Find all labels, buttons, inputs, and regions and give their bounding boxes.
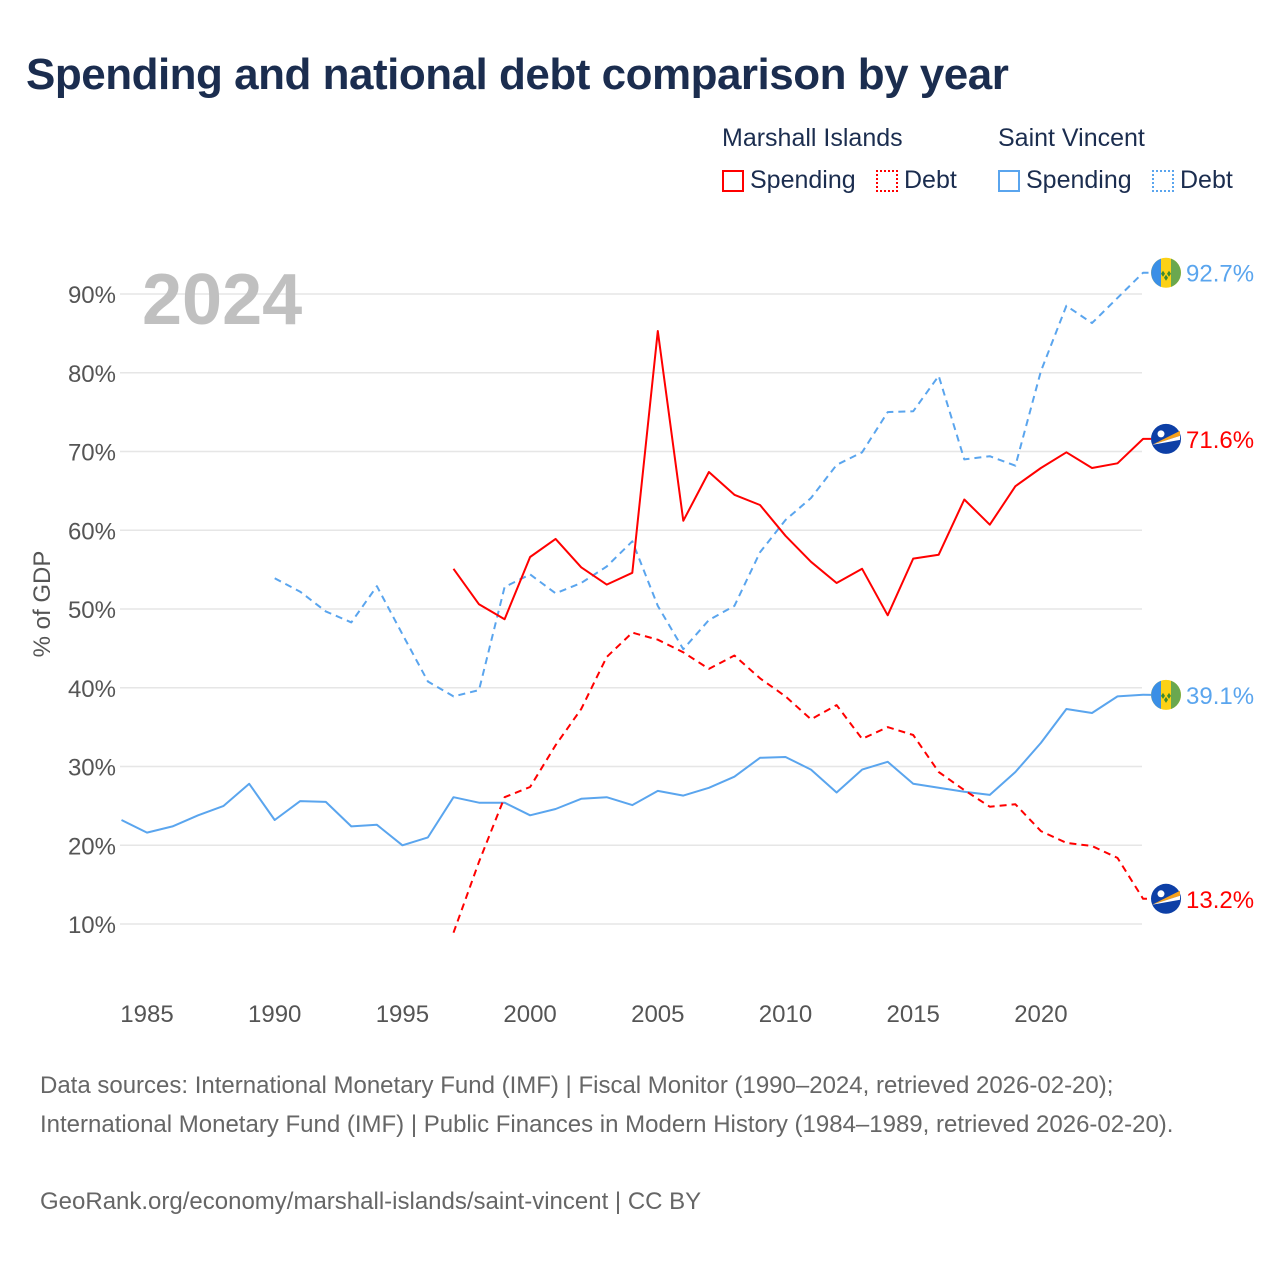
x-tick-label: 2000 [503, 1001, 556, 1028]
legend-item-mi-spending[interactable]: Spending [722, 166, 856, 195]
y-tick-label: 40% [68, 676, 116, 703]
legend-label: Debt [904, 166, 957, 194]
marshall-islands-flag-icon [1151, 423, 1181, 454]
saint-vincent-flag-icon [1151, 257, 1181, 288]
series-line [452, 631, 1152, 934]
y-tick-label: 20% [68, 833, 116, 860]
y-tick-label: 70% [68, 440, 116, 467]
x-tick-label: 1995 [376, 1001, 429, 1028]
end-value-label: 13.2% [1186, 887, 1254, 914]
legend-group-saint-vincent: Saint Vincent [998, 124, 1145, 152]
y-axis-label: % of GDP [29, 551, 56, 658]
legend-group-marshall-islands: Marshall Islands [722, 124, 903, 152]
x-tick-label: 1990 [248, 1001, 301, 1028]
saint-vincent-flag-icon [1151, 679, 1181, 710]
solid-swatch-icon [722, 169, 744, 192]
y-tick-label: 90% [68, 282, 116, 309]
line-chart: 10% 20% 30% 40% 50% 60% 70% 80% 90% 1985 1990 1995 2… [29, 257, 1254, 1028]
legend-label: Debt [1180, 166, 1233, 194]
legend-item-sv-spending[interactable]: Spending [998, 166, 1132, 195]
x-tick-label: 1985 [120, 1001, 173, 1028]
marshall-islands-flag-icon [1151, 883, 1181, 914]
x-tick-label: 2010 [759, 1001, 812, 1028]
x-tick-label: 2015 [887, 1001, 940, 1028]
series-line [452, 330, 1152, 621]
end-value-label: 71.6% [1186, 427, 1254, 454]
end-value-label: 39.1% [1186, 683, 1254, 710]
y-tick-label: 50% [68, 597, 116, 624]
solid-swatch-icon [998, 169, 1020, 192]
y-tick-label: 60% [68, 518, 116, 545]
legend-label: Spending [750, 166, 856, 194]
year-label: 2024 [142, 260, 302, 340]
data-sources: Data sources: International Monetary Fun… [40, 1072, 1174, 1138]
y-tick-label: 10% [68, 912, 116, 939]
series-line [121, 693, 1152, 847]
dotted-swatch-icon [1152, 169, 1174, 192]
y-tick-label: 80% [68, 361, 116, 388]
source-link[interactable]: GeoRank.org/economy/marshall-islands/sai… [40, 1188, 702, 1215]
legend-item-mi-debt[interactable]: Debt [876, 166, 957, 195]
x-tick-label: 2020 [1014, 1001, 1067, 1028]
legend-item-sv-debt[interactable]: Debt [1152, 166, 1233, 195]
y-tick-label: 30% [68, 755, 116, 782]
x-tick-label: 2005 [631, 1001, 684, 1028]
series-line [274, 271, 1152, 698]
end-value-label: 92.7% [1186, 261, 1254, 288]
legend-label: Spending [1026, 166, 1132, 194]
chart-title: Spending and national debt comparison by… [26, 50, 1009, 99]
dotted-swatch-icon [876, 169, 898, 192]
